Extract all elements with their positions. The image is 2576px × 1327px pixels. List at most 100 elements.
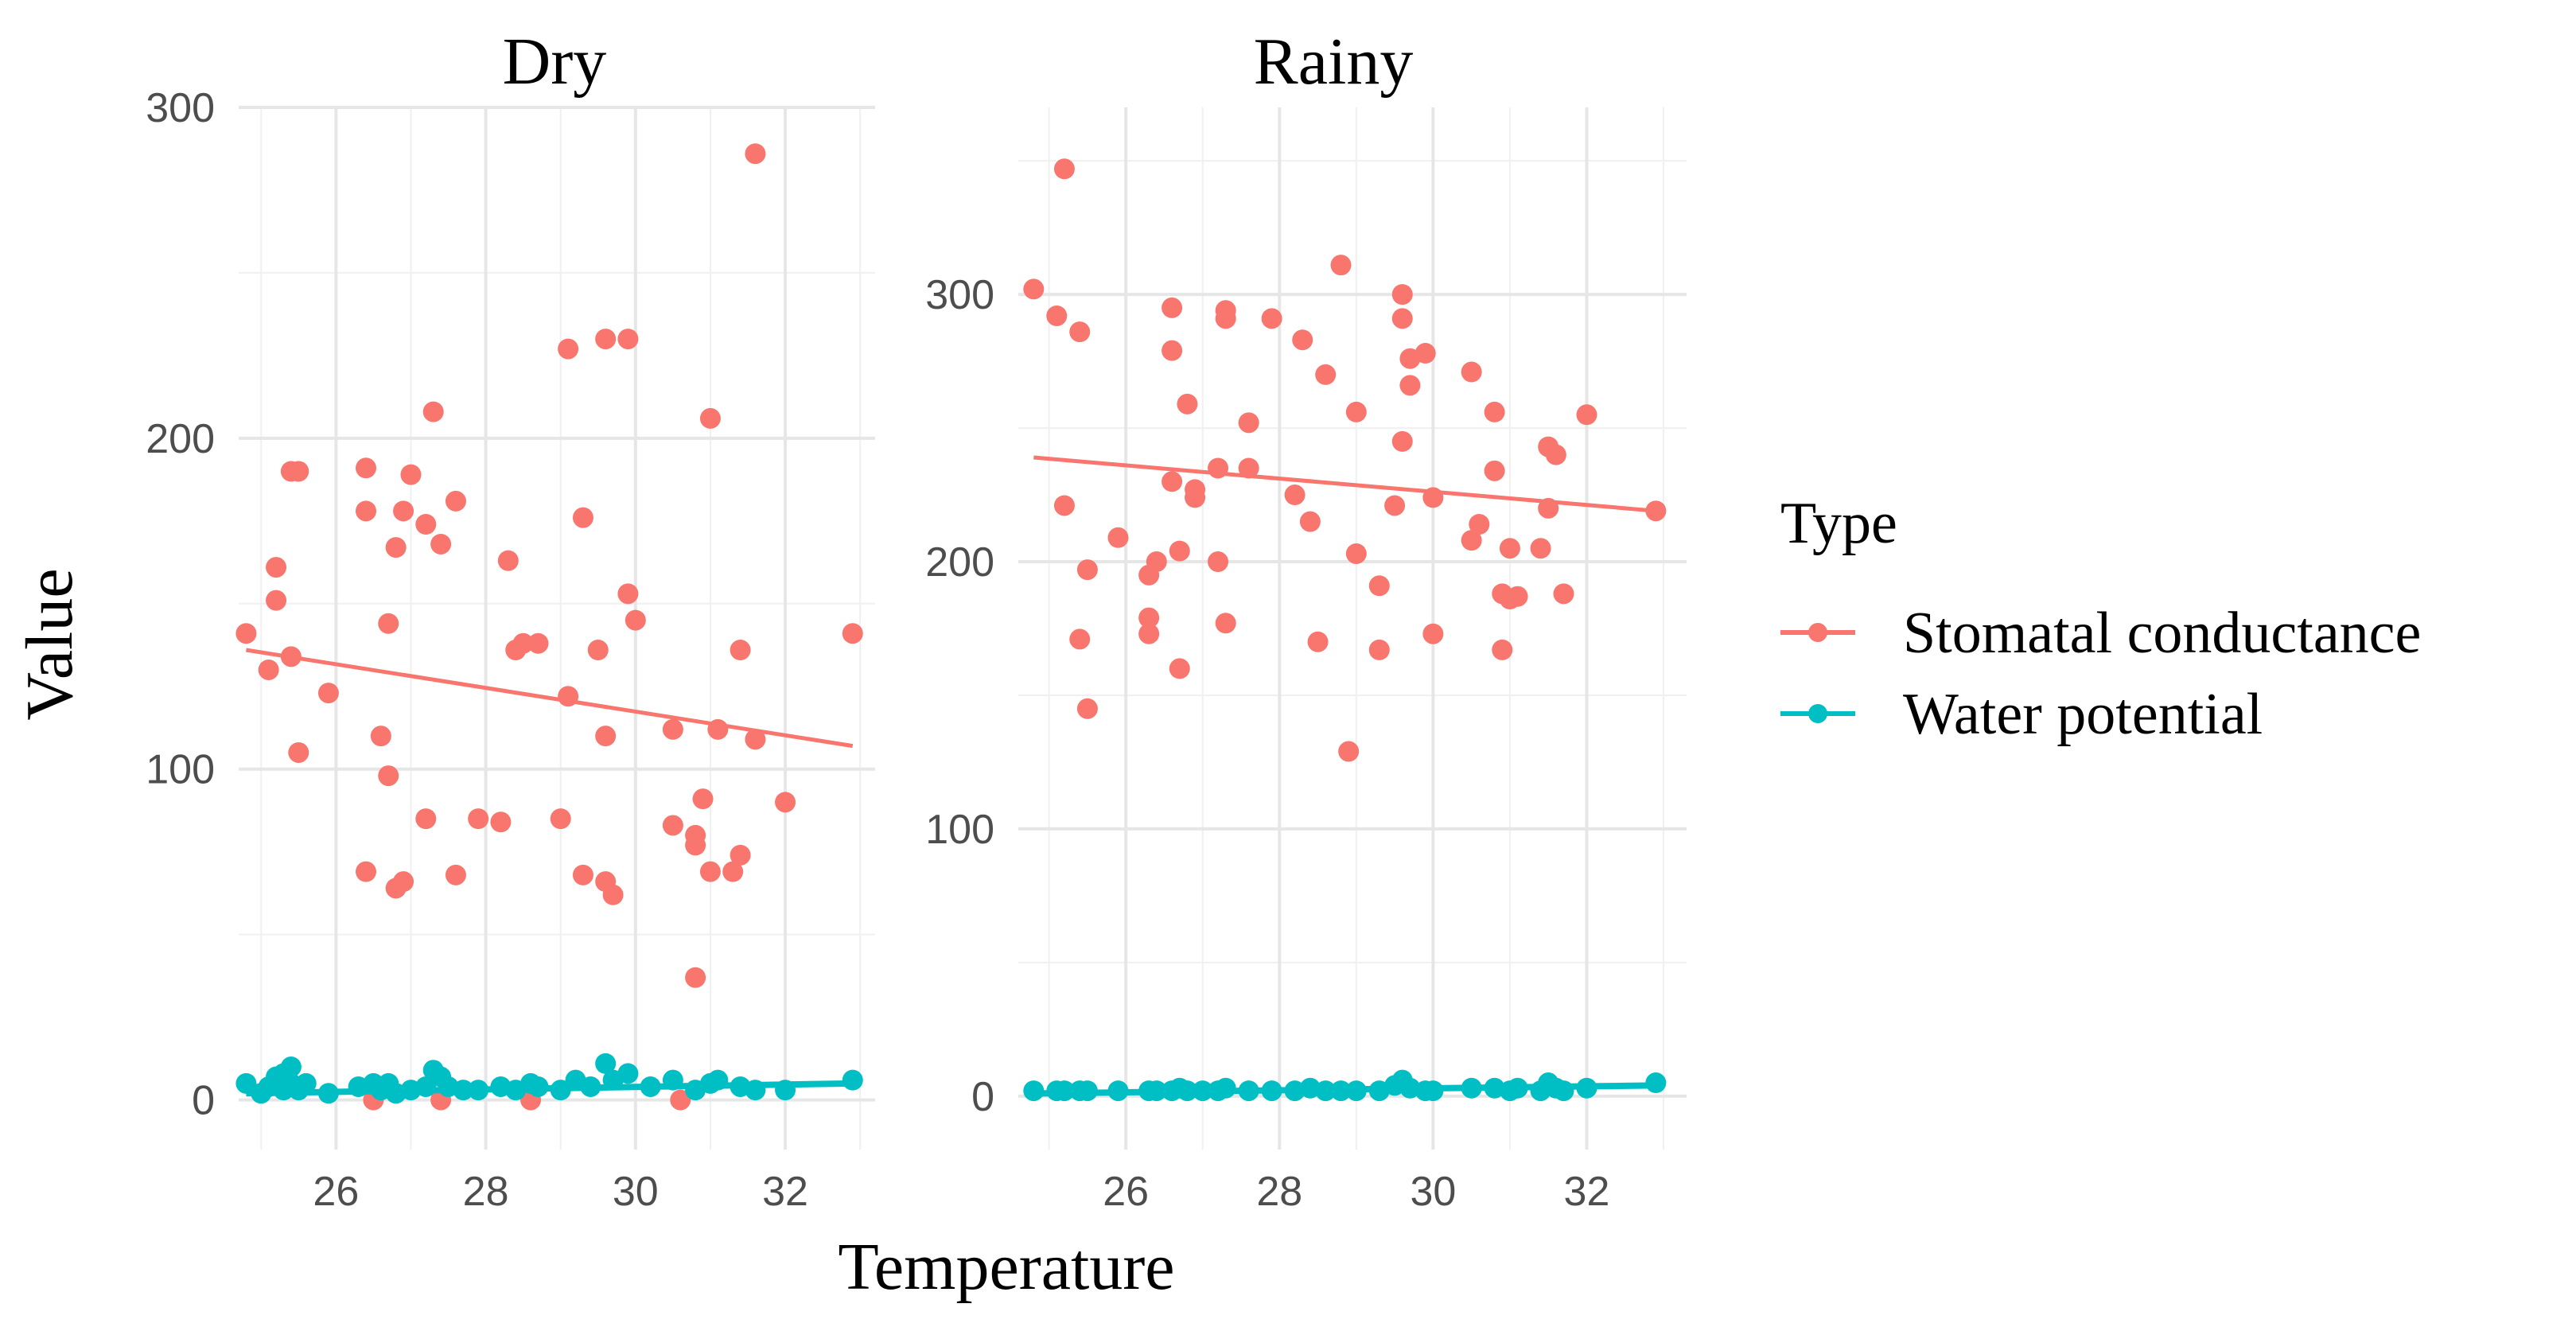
panel-rainy-grid	[1018, 107, 1687, 1150]
point-stomatal-conductance	[356, 457, 376, 479]
point-stomatal-conductance	[1162, 340, 1183, 361]
y-tick-label: 100	[925, 807, 994, 853]
point-stomatal-conductance	[1208, 551, 1229, 573]
point-stomatal-conductance	[1576, 404, 1597, 426]
x-tick-label: 30	[613, 1169, 659, 1215]
point-stomatal-conductance	[1292, 329, 1313, 351]
point-stomatal-conductance	[468, 808, 489, 830]
point-stomatal-conductance	[1469, 514, 1490, 535]
x-tick-label: 30	[1410, 1169, 1456, 1215]
legend-label-stomatal: Stomatal conductance	[1903, 601, 2421, 666]
point-stomatal-conductance	[572, 864, 593, 885]
point-stomatal-conductance	[1391, 308, 1413, 329]
point-stomatal-conductance	[266, 557, 287, 578]
point-stomatal-conductance	[730, 640, 751, 661]
point-stomatal-conductance	[617, 583, 639, 605]
point-stomatal-conductance	[1023, 278, 1045, 300]
point-stomatal-conductance	[1076, 559, 1098, 581]
point-stomatal-conductance	[1138, 607, 1160, 628]
point-stomatal-conductance	[670, 1089, 691, 1111]
point-stomatal-conductance	[385, 537, 407, 558]
point-stomatal-conductance	[378, 765, 399, 787]
trend-line-stomatal-conductance	[246, 648, 854, 749]
point-stomatal-conductance	[1553, 583, 1574, 605]
point-stomatal-conductance	[692, 788, 714, 810]
point-stomatal-conductance	[415, 808, 437, 830]
point-stomatal-conductance	[497, 550, 519, 571]
panel-rainy-y-ticks: 0 100 200 300	[925, 272, 994, 1120]
point-stomatal-conductance	[1307, 631, 1329, 652]
point-stomatal-conductance	[235, 623, 257, 644]
point-stomatal-conductance	[745, 143, 766, 165]
point-stomatal-conductance	[595, 726, 617, 747]
point-stomatal-conductance	[445, 490, 466, 512]
point-stomatal-conductance	[1169, 658, 1190, 679]
legend-key-dot-water	[1808, 704, 1827, 723]
point-stomatal-conductance	[1414, 343, 1436, 364]
point-stomatal-conductance	[1053, 495, 1075, 516]
y-tick-label: 0	[971, 1074, 994, 1120]
point-stomatal-conductance	[550, 808, 571, 830]
point-stomatal-conductance	[685, 967, 706, 988]
point-stomatal-conductance	[288, 741, 309, 763]
point-stomatal-conductance	[1484, 401, 1505, 422]
point-stomatal-conductance	[378, 613, 399, 634]
x-tick-label: 32	[1564, 1169, 1610, 1215]
point-water-potential	[842, 1069, 863, 1091]
panel-rainy-marks	[1023, 158, 1667, 1102]
point-stomatal-conductance	[1461, 530, 1482, 551]
point-stomatal-conductance	[1461, 361, 1482, 383]
point-stomatal-conductance	[400, 464, 422, 485]
point-stomatal-conductance	[1261, 308, 1282, 329]
point-stomatal-conductance	[1338, 741, 1360, 762]
legend-title: Type	[1780, 491, 1897, 556]
point-stomatal-conductance	[572, 507, 593, 528]
point-stomatal-conductance	[1391, 284, 1413, 305]
point-stomatal-conductance	[745, 729, 766, 750]
point-water-potential	[280, 1057, 302, 1078]
point-stomatal-conductance	[1238, 412, 1259, 434]
point-stomatal-conductance	[558, 338, 579, 360]
point-stomatal-conductance	[1422, 623, 1444, 644]
point-stomatal-conductance	[1368, 639, 1390, 660]
point-stomatal-conductance	[490, 811, 512, 833]
panel-dry-marks	[235, 143, 863, 1111]
point-stomatal-conductance	[1215, 308, 1236, 329]
point-stomatal-conductance	[1215, 613, 1236, 634]
point-stomatal-conductance	[266, 590, 287, 611]
point-stomatal-conductance	[422, 401, 444, 422]
point-water-potential	[595, 1053, 617, 1074]
legend-key-dot-stomatal	[1808, 623, 1827, 642]
point-stomatal-conductance	[1368, 575, 1390, 597]
point-stomatal-conductance	[699, 407, 721, 429]
point-stomatal-conductance	[730, 844, 751, 866]
point-stomatal-conductance	[1530, 538, 1551, 559]
point-stomatal-conductance	[617, 329, 639, 350]
x-tick-label: 28	[1256, 1169, 1302, 1215]
point-stomatal-conductance	[1545, 444, 1566, 465]
point-water-potential	[295, 1072, 317, 1094]
point-stomatal-conductance	[445, 864, 466, 885]
point-stomatal-conductance	[1076, 698, 1098, 719]
point-stomatal-conductance	[288, 461, 309, 482]
point-stomatal-conductance	[512, 632, 534, 654]
panel-dry-grid	[239, 106, 875, 1150]
point-stomatal-conductance	[1391, 430, 1413, 452]
point-stomatal-conductance	[258, 659, 279, 680]
point-stomatal-conductance	[1107, 527, 1129, 548]
y-tick-label: 200	[146, 416, 215, 462]
legend-item-stomatal-conductance: Stomatal conductance	[1780, 601, 2421, 666]
trend-line-water-potential	[246, 1080, 853, 1097]
point-stomatal-conductance	[393, 500, 414, 522]
point-stomatal-conductance	[430, 533, 452, 555]
point-stomatal-conductance	[1177, 393, 1198, 414]
trend-line-water-potential	[1033, 1082, 1656, 1097]
point-stomatal-conductance	[842, 623, 863, 644]
panel-dry: Dry 0 100 200 300 26 28 30 32	[146, 25, 875, 1215]
legend: Type Stomatal conductance Water potentia…	[1780, 491, 2421, 747]
point-stomatal-conductance	[527, 632, 549, 654]
point-stomatal-conductance	[1507, 586, 1528, 607]
point-stomatal-conductance	[1345, 401, 1367, 422]
point-stomatal-conductance	[1492, 639, 1513, 660]
